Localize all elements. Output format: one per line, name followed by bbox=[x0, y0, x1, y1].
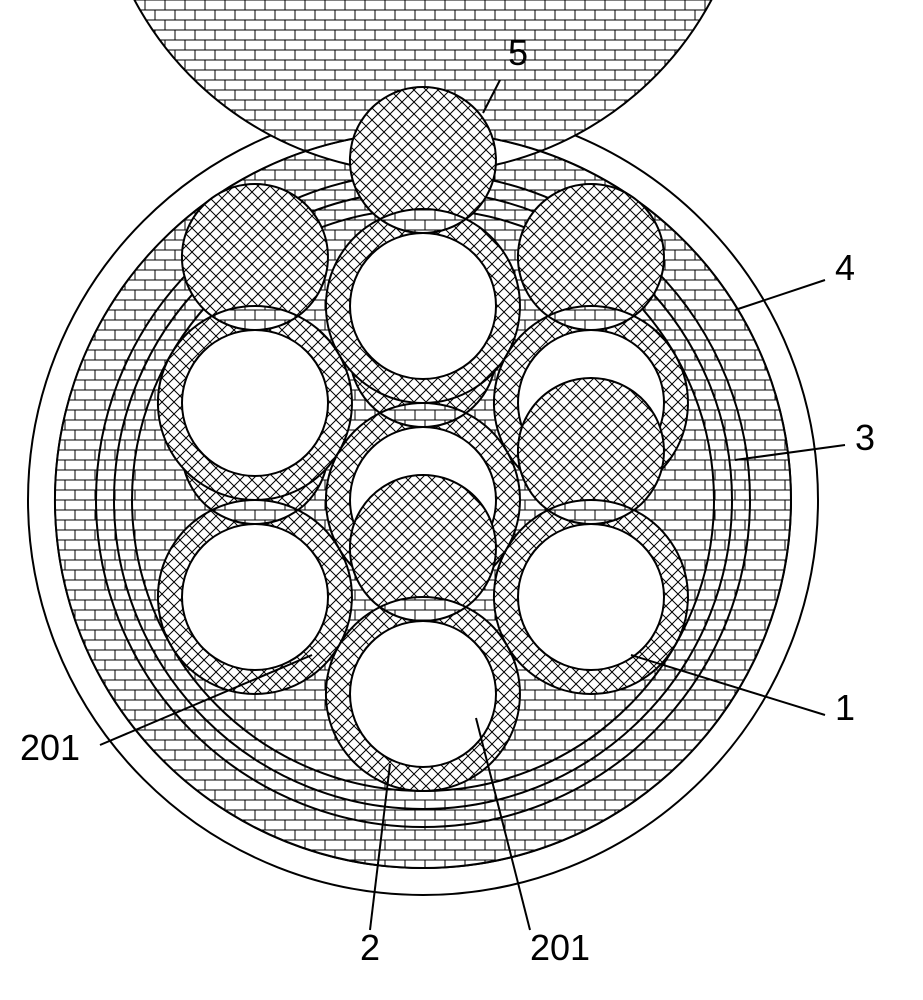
cable-cross-section-diagram: 5 4 3 1 201 2 201 bbox=[0, 0, 923, 1000]
svg-text:1: 1 bbox=[835, 687, 855, 728]
conductor-top bbox=[326, 87, 520, 403]
svg-text:2: 2 bbox=[360, 927, 380, 968]
conductor-bottom bbox=[326, 475, 520, 791]
conductor-top-left bbox=[158, 184, 352, 500]
svg-text:201: 201 bbox=[20, 727, 80, 768]
svg-text:3: 3 bbox=[855, 417, 875, 458]
svg-text:201: 201 bbox=[530, 927, 590, 968]
svg-text:4: 4 bbox=[835, 247, 855, 288]
label-4: 4 bbox=[735, 247, 855, 310]
conductor-bottom-right bbox=[494, 378, 688, 694]
svg-text:5: 5 bbox=[508, 32, 528, 73]
